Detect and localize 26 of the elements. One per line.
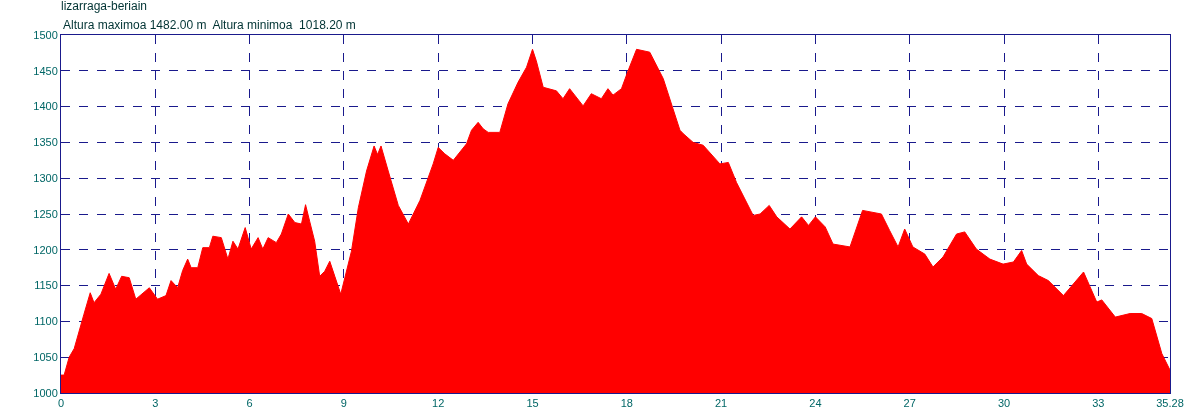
chart-subtitle: Altura maximoa 1482.00 m Altura minimoa 1018.20 m bbox=[63, 18, 356, 32]
y-tick-label: 1100 bbox=[34, 315, 58, 328]
x-tick-label: 27 bbox=[903, 397, 916, 410]
x-tick-label: 9 bbox=[340, 397, 347, 410]
y-tick-label: 1200 bbox=[33, 243, 58, 256]
y-tick-label: 1050 bbox=[33, 351, 58, 364]
y-tick-label: 1400 bbox=[33, 100, 58, 113]
y-tick-label: 1250 bbox=[33, 207, 58, 220]
y-tick-label: 1500 bbox=[33, 28, 58, 41]
x-tick-label: 15 bbox=[526, 397, 539, 410]
y-tick-label: 1000 bbox=[33, 386, 58, 399]
x-tick-label: 12 bbox=[432, 397, 445, 410]
y-tick-label: 1450 bbox=[33, 64, 58, 77]
x-tick-label: 3 bbox=[152, 397, 159, 410]
x-tick-label: 24 bbox=[809, 397, 822, 410]
x-tick-label: 35.28 bbox=[1156, 397, 1184, 410]
y-tick-label: 1350 bbox=[33, 136, 58, 149]
x-tick-label: 18 bbox=[620, 397, 633, 410]
x-tick-label: 6 bbox=[246, 397, 253, 410]
chart-title: lizarraga-beriain bbox=[61, 0, 148, 14]
x-tick-label: 30 bbox=[997, 397, 1011, 410]
x-tick-label: 21 bbox=[714, 397, 728, 410]
x-tick-label: 33 bbox=[1092, 397, 1105, 410]
y-tick-label: 1150 bbox=[34, 279, 58, 292]
x-tick-label: 0 bbox=[57, 397, 65, 410]
y-tick-label: 1300 bbox=[33, 172, 58, 185]
